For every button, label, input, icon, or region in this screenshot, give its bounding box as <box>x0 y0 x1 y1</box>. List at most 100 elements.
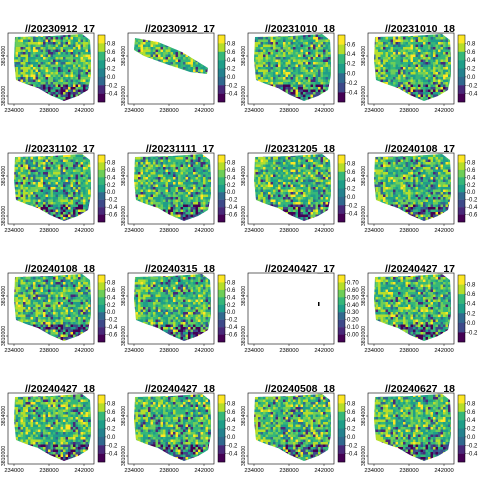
panel-svg: 234000 238000 242000381000038140000.80.60.… <box>1 392 118 474</box>
colorbar-segment <box>338 92 345 103</box>
colorbar-tick-label: 0.0 <box>347 71 356 77</box>
colorbar-tick-label: 0.8 <box>227 160 236 166</box>
colorbar-tick-label: 0.4 <box>107 175 116 181</box>
x-tick-label: 242000 <box>194 468 213 474</box>
plot-frame <box>127 272 215 345</box>
colorbar: 0.8 0.6 0.4 0.2 0.0 -0.2 -0.4 <box>217 394 238 463</box>
colorbar-segment <box>218 282 225 291</box>
plot-frame <box>247 152 335 225</box>
colorbar-segment <box>98 395 105 404</box>
colorbar-tick-label: 0.6 <box>347 170 356 176</box>
colorbar-tick-label: 0.4 <box>227 175 236 181</box>
colorbar-segment <box>98 184 105 193</box>
colorbar-tick-label: 0.6 <box>227 50 236 56</box>
colorbar-tick-label: -0.4 <box>227 325 238 331</box>
colorbar-segment <box>98 51 105 61</box>
x-tick-label: 234000 <box>364 468 383 474</box>
colorbar-segment <box>458 155 465 163</box>
colorbar-tick-label: 0.8 <box>107 401 116 407</box>
colorbar-tick-label: 0.4 <box>467 302 476 308</box>
colorbar-segment <box>218 35 225 44</box>
colorbar-tick-label: 0.2 <box>227 67 236 73</box>
colorbar-segment <box>458 403 465 412</box>
colorbar-tick-label: 0.2 <box>467 183 476 189</box>
panel-title: //20240427_18 <box>144 383 216 395</box>
y-tick-label: 3814000 <box>241 406 247 426</box>
colorbar-tick-label: -0.2 <box>467 83 478 89</box>
raster-map <box>134 394 211 461</box>
y-tick-label: 3810000 <box>361 86 367 106</box>
colorbar-tick-label: 0.4 <box>227 295 236 301</box>
colorbar-segment <box>98 43 105 52</box>
y-tick-label: 3814000 <box>241 46 247 66</box>
y-tick-label: 3814000 <box>121 286 127 306</box>
colorbar-segment <box>458 428 465 438</box>
x-tick-label: 234000 <box>244 468 263 474</box>
colorbar-segment <box>458 411 465 421</box>
x-tick-label: 238000 <box>39 228 58 234</box>
colorbar-segment <box>338 35 345 45</box>
colorbar-segment <box>218 327 225 335</box>
y-tick-label: 3810000 <box>1 86 7 106</box>
panel-svg: 234000 238000 242000381000038140000.80.60.… <box>1 32 118 114</box>
colorbar-segment <box>218 207 225 215</box>
plot-frame <box>247 392 335 465</box>
y-tick-label: 3814000 <box>1 166 7 186</box>
panel-svg: 234000 238000 242000381000038140000.80.60.… <box>241 392 358 474</box>
colorbar-tick-label: -0.4 <box>467 92 478 98</box>
plot-frame <box>367 152 455 225</box>
colorbar-tick-label: 0.6 <box>467 410 476 416</box>
colorbar-tick-label: 0.2 <box>347 187 356 193</box>
x-tick-label: 242000 <box>314 228 333 234</box>
x-tick-label: 238000 <box>279 108 298 114</box>
y-tick-label: 3814000 <box>1 286 7 306</box>
colorbar-tick-label: 0.6 <box>467 168 476 174</box>
x-tick-label: 238000 <box>279 468 298 474</box>
plot-frame <box>7 152 95 225</box>
x-tick-label: 242000 <box>434 348 453 354</box>
colorbar-tick-label: 0.8 <box>227 280 236 286</box>
panel-svg: 234000 238000 242000381000038140000.80.60.… <box>241 152 358 234</box>
colorbar-segment <box>218 68 225 78</box>
colorbar-segment <box>338 304 345 313</box>
x-tick-label: 234000 <box>364 108 383 114</box>
colorbar-segment <box>218 395 225 404</box>
x-tick-label: 242000 <box>74 348 93 354</box>
colorbar-segment <box>458 322 465 333</box>
y-tick-label: 3810000 <box>241 446 247 466</box>
x-tick-label: 234000 <box>244 108 263 114</box>
colorbar-segment <box>98 192 105 200</box>
colorbar-tick-label: 0.6 <box>227 168 236 174</box>
plot-frame <box>367 272 455 345</box>
colorbar-tick-label: -0.4 <box>227 452 238 458</box>
colorbar-tick-label: 0.00 <box>347 333 359 339</box>
map-panel: //20231102_17 234000 238000 242000 3810000 38… <box>0 120 120 240</box>
colorbar-tick-label: 0.0 <box>227 75 236 81</box>
colorbar: 0.8 0.60.4 0.20.0 -0.2-0.4 -0.6 <box>97 274 118 343</box>
colorbar-segment <box>338 213 345 223</box>
colorbar: 0.8 0.6 0.4 0.2 0.0 -0.2 -0.4 <box>97 34 118 103</box>
colorbar-segment <box>338 63 345 74</box>
colorbar-segment <box>458 85 465 94</box>
panel-svg: 234000 238000 242000381000038140000.80.60.… <box>361 152 478 234</box>
colorbar-tick-label: 0.2 <box>467 427 476 433</box>
raster-map <box>254 34 331 101</box>
colorbar-tick-label: -0.2 <box>467 330 478 336</box>
colorbar-tick-label: -0.2 <box>347 81 358 87</box>
colorbar-tick-label: -0.4 <box>227 92 238 98</box>
colorbar-tick-label: 0.4 <box>107 58 116 64</box>
colorbar-tick-label: 0.4 <box>347 418 356 424</box>
raster-map <box>14 34 91 101</box>
panel-svg: 234000 238000 242000381000038140000.80.60.… <box>1 272 118 354</box>
colorbar-segment <box>458 275 465 285</box>
y-tick-label: 3814000 <box>121 166 127 186</box>
colorbar-segment <box>98 214 105 223</box>
raster-map <box>14 274 91 341</box>
colorbar-tick-label: 0.4 <box>347 178 356 184</box>
colorbar-segment <box>98 93 105 103</box>
raster-map <box>14 394 91 461</box>
colorbar-tick-label: -0.4 <box>107 92 118 98</box>
colorbar: 0.8 0.6 0.4 0.2 0.0 -0.2 -0.4 <box>457 34 478 103</box>
map-panel: //20231111_17 234000 238000 242000 3810000 38… <box>120 120 240 240</box>
raster-map <box>134 274 211 341</box>
